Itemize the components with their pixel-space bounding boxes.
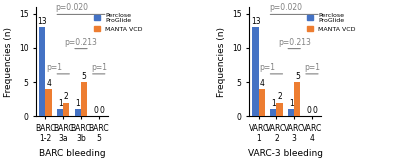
Text: 1: 1 — [289, 99, 294, 108]
Text: 0: 0 — [306, 106, 311, 115]
Bar — [288, 109, 294, 116]
Text: 13: 13 — [251, 17, 260, 26]
Bar — [252, 27, 259, 116]
Y-axis label: Frequencies (n): Frequencies (n) — [217, 27, 226, 97]
Text: p=1: p=1 — [304, 63, 320, 72]
Text: 5: 5 — [295, 72, 300, 81]
Bar — [57, 109, 63, 116]
Bar — [75, 109, 81, 116]
Text: p=1: p=1 — [91, 63, 107, 72]
Bar — [276, 103, 283, 116]
X-axis label: VARC-3 bleeding: VARC-3 bleeding — [248, 149, 323, 158]
Text: 5: 5 — [82, 72, 86, 81]
Bar — [259, 89, 265, 116]
Text: 0: 0 — [313, 106, 318, 115]
Text: p=1: p=1 — [260, 63, 276, 72]
Text: p=0.213: p=0.213 — [278, 38, 311, 46]
Text: 13: 13 — [38, 17, 47, 26]
Text: 2: 2 — [64, 92, 69, 101]
Text: 1: 1 — [271, 99, 276, 108]
Bar — [270, 109, 276, 116]
Text: 1: 1 — [76, 99, 80, 108]
Text: 0: 0 — [100, 106, 104, 115]
Text: 4: 4 — [46, 79, 51, 87]
Legend: Perclose
ProGlide, MANTA VCD: Perclose ProGlide, MANTA VCD — [91, 10, 145, 35]
Bar — [46, 89, 52, 116]
Text: p=1: p=1 — [46, 63, 62, 72]
Text: p=0.213: p=0.213 — [64, 38, 98, 46]
Text: p=0.020: p=0.020 — [269, 3, 302, 12]
Text: 0: 0 — [93, 106, 98, 115]
Legend: Perclose
ProGlide, MANTA VCD: Perclose ProGlide, MANTA VCD — [304, 10, 358, 35]
Bar — [63, 103, 70, 116]
X-axis label: BARC bleeding: BARC bleeding — [39, 149, 106, 158]
Text: p=0.020: p=0.020 — [56, 3, 89, 12]
Bar — [81, 82, 87, 116]
Bar — [294, 82, 300, 116]
Bar — [39, 27, 46, 116]
Text: 4: 4 — [259, 79, 264, 87]
Y-axis label: Frequencies (n): Frequencies (n) — [4, 27, 13, 97]
Text: 1: 1 — [58, 99, 62, 108]
Text: 2: 2 — [277, 92, 282, 101]
